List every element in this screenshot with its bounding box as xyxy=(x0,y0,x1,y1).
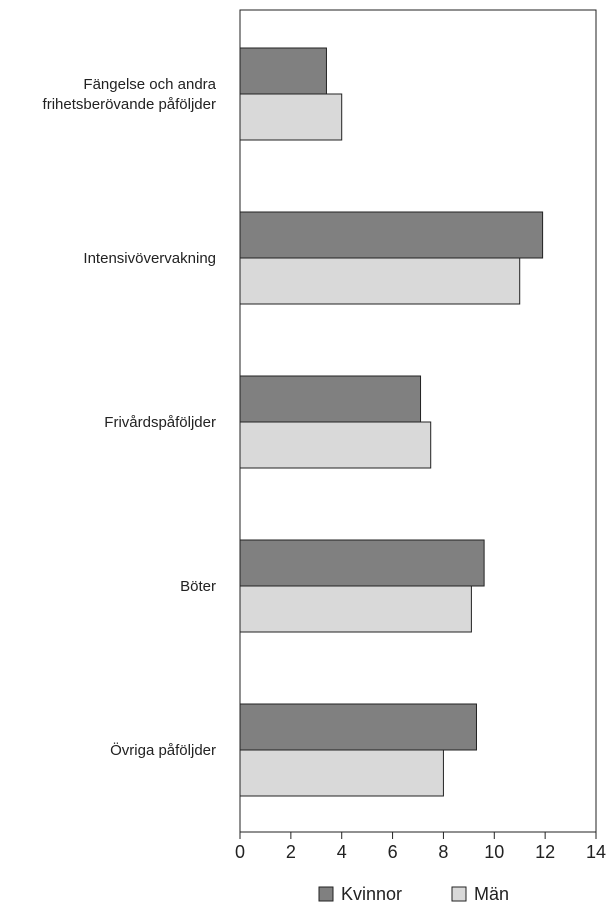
bar-män-1 xyxy=(240,258,520,304)
x-tick-label-2: 2 xyxy=(286,842,296,862)
bar-män-2 xyxy=(240,422,431,468)
category-label-4-line-0: Övriga påföljder xyxy=(110,741,216,759)
bars-group xyxy=(240,48,543,796)
legend-swatch-kvinnor xyxy=(319,887,333,901)
x-tick-label-6: 6 xyxy=(388,842,398,862)
x-tick-label-8: 8 xyxy=(438,842,448,862)
legend-label-män: Män xyxy=(474,884,509,904)
x-tick-label-4: 4 xyxy=(337,842,347,862)
bar-kvinnor-4 xyxy=(240,704,476,750)
bar-kvinnor-1 xyxy=(240,212,543,258)
x-tick-label-12: 12 xyxy=(535,842,555,862)
x-tick-label-10: 10 xyxy=(484,842,504,862)
legend-swatch-män xyxy=(452,887,466,901)
x-tick-label-0: 0 xyxy=(235,842,245,862)
bar-män-0 xyxy=(240,94,342,140)
x-tick-label-14: 14 xyxy=(586,842,606,862)
bar-män-3 xyxy=(240,586,471,632)
legend: Kvinnor Män xyxy=(319,884,509,904)
category-labels: Fängelse och andra frihetsberövande påföl… xyxy=(43,76,217,759)
bar-män-4 xyxy=(240,750,443,796)
category-label-0-line-1: frihetsberövande påföljder xyxy=(43,96,216,113)
x-axis-ticks: 0 2 4 6 8 10 12 14 xyxy=(235,832,606,862)
legend-label-kvinnor: Kvinnor xyxy=(341,884,402,904)
bar-kvinnor-2 xyxy=(240,376,421,422)
category-label-0-line-0: Fängelse och andra xyxy=(83,76,216,93)
category-label-1-line-0: Intensivövervakning xyxy=(83,250,216,267)
bar-kvinnor-0 xyxy=(240,48,326,94)
category-label-2-line-0: Frivårdspåföljder xyxy=(104,414,216,431)
category-label-3-line-0: Böter xyxy=(180,578,216,595)
bar-kvinnor-3 xyxy=(240,540,484,586)
